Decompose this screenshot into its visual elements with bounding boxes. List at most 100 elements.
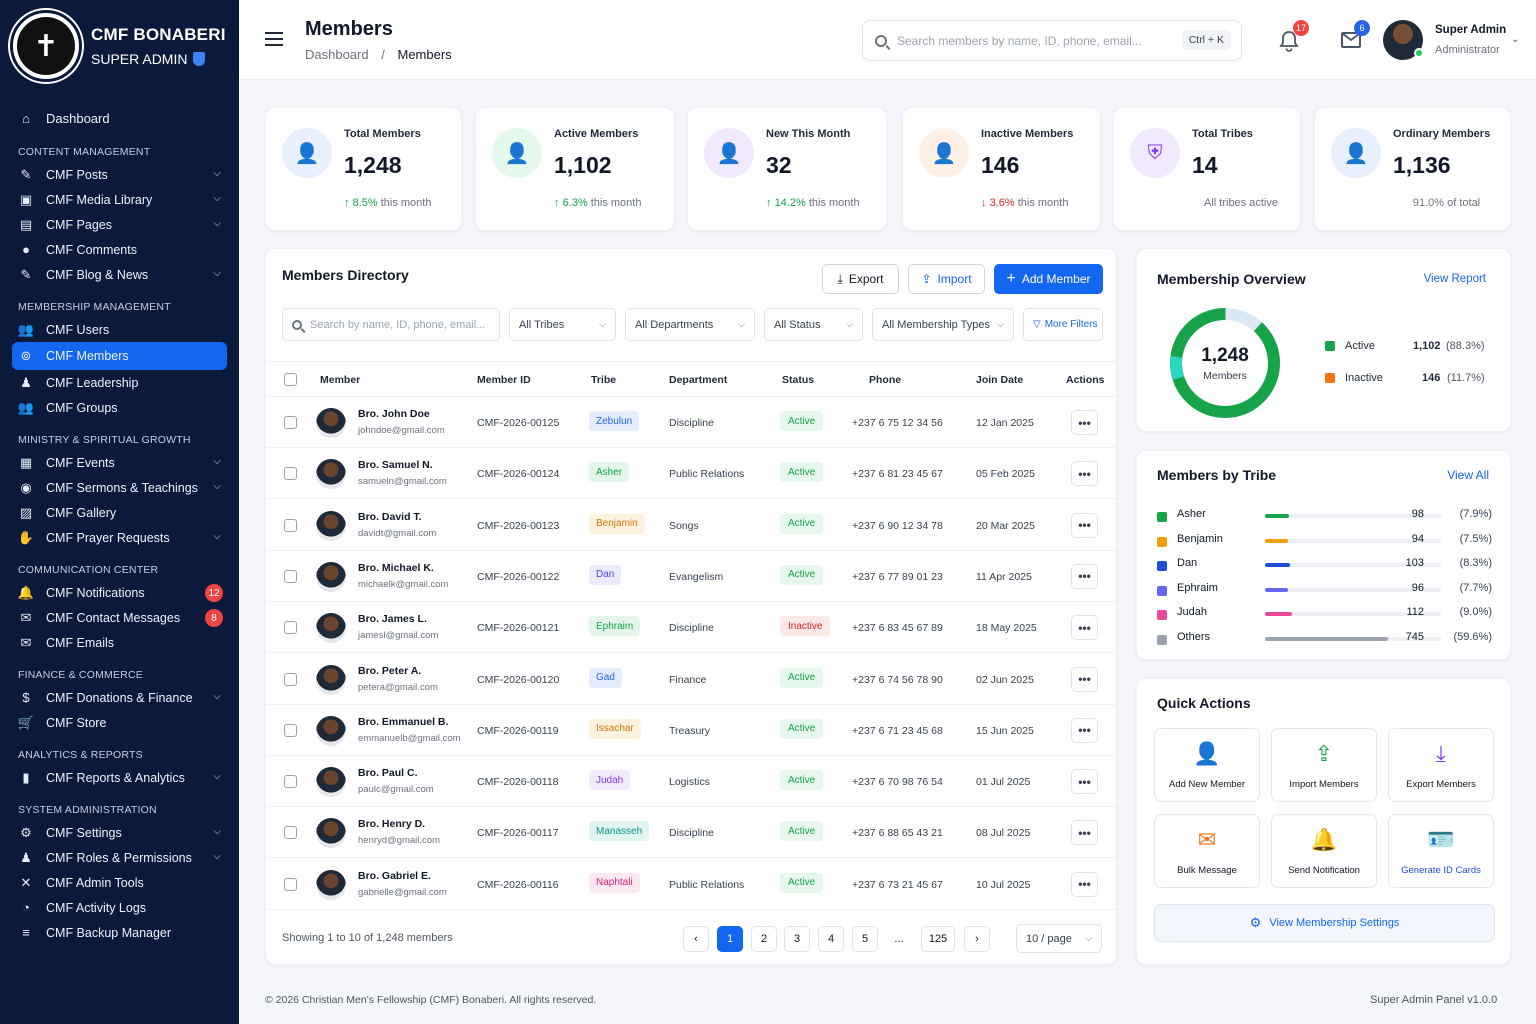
sidebar-item-cmf-backup-manager[interactable]: ≡ CMF Backup Manager xyxy=(0,920,239,945)
table-row[interactable]: Bro. Samuel N. samueln@gmail.com CMF-2026-… xyxy=(266,448,1116,500)
chevron-down-icon[interactable]: ⌵ xyxy=(213,268,221,279)
row-checkbox[interactable] xyxy=(284,569,297,583)
member-name[interactable]: Bro. Michael K. xyxy=(358,561,434,574)
col-status[interactable]: Status xyxy=(782,374,815,386)
pagination-next-button[interactable]: › xyxy=(964,926,990,952)
messages-envelope-icon[interactable] xyxy=(1341,32,1361,48)
sidebar-item-cmf-comments[interactable]: ● CMF Comments xyxy=(0,237,239,262)
chevron-down-icon[interactable]: ⌄ xyxy=(1511,34,1520,45)
add-member-button[interactable]: + Add Member xyxy=(994,264,1103,294)
chevron-down-icon[interactable]: ⌵ xyxy=(213,456,221,467)
pagination-prev-button[interactable]: ‹ xyxy=(683,926,709,952)
table-row[interactable]: Bro. John Doe johndoe@gmail.com CMF-2026-0… xyxy=(266,397,1116,448)
col-member-id[interactable]: Member ID xyxy=(477,374,531,386)
sidebar-item-cmf-events[interactable]: ▦ CMF Events ⌵ xyxy=(0,450,239,475)
member-name[interactable]: Bro. Samuel N. xyxy=(358,459,433,472)
row-checkbox[interactable] xyxy=(284,826,297,840)
row-actions-button[interactable]: ••• xyxy=(1071,666,1098,692)
sidebar-item-cmf-contact-messages[interactable]: ✉ CMF Contact Messages 8 xyxy=(0,605,239,630)
notification-bell-icon[interactable] xyxy=(1279,30,1299,52)
sidebar-item-cmf-leadership[interactable]: ♟ CMF Leadership xyxy=(0,370,239,395)
row-actions-button[interactable]: ••• xyxy=(1071,820,1098,846)
sidebar-item-cmf-settings[interactable]: ⚙ CMF Settings ⌵ xyxy=(0,820,239,845)
pagination-page-2[interactable]: 2 xyxy=(751,926,777,952)
chevron-down-icon[interactable]: ⌵ xyxy=(213,218,221,229)
user-name[interactable]: Super Admin xyxy=(1435,24,1507,36)
sidebar-item-cmf-media-library[interactable]: ▣ CMF Media Library ⌵ xyxy=(0,187,239,212)
chevron-down-icon[interactable]: ⌵ xyxy=(213,481,221,492)
table-row[interactable]: Bro. Michael K. michaelk@gmail.com CMF-202… xyxy=(266,551,1116,602)
row-actions-button[interactable]: ••• xyxy=(1071,563,1098,589)
sidebar-item-cmf-roles-permissions[interactable]: ♟ CMF Roles & Permissions ⌵ xyxy=(0,845,239,870)
select-all-checkbox[interactable] xyxy=(284,373,297,386)
row-actions-button[interactable]: ••• xyxy=(1071,461,1098,487)
member-name[interactable]: Bro. John Doe xyxy=(358,408,430,420)
member-name[interactable]: Bro. Peter A. xyxy=(358,664,422,677)
more-filters-button[interactable]: ▽ More Filters xyxy=(1023,308,1103,341)
row-actions-button[interactable]: ••• xyxy=(1071,769,1098,795)
departments-filter[interactable]: All Departments ⌵ xyxy=(625,308,755,341)
pagination-page-3[interactable]: 3 xyxy=(784,926,810,952)
pagination-page-4[interactable]: 4 xyxy=(818,926,844,952)
col-department[interactable]: Department xyxy=(669,374,728,386)
row-checkbox[interactable] xyxy=(284,877,297,891)
sidebar-item-cmf-store[interactable]: 🛒 CMF Store xyxy=(0,710,239,735)
row-checkbox[interactable] xyxy=(284,672,297,686)
quick-action-generate-id-cards[interactable]: 🪪 Generate ID Cards xyxy=(1388,814,1494,888)
row-checkbox[interactable] xyxy=(284,467,297,481)
view-membership-settings-button[interactable]: ⚙ View Membership Settings xyxy=(1154,904,1495,942)
breadcrumb-home[interactable]: Dashboard xyxy=(305,47,369,62)
sidebar-item-cmf-posts[interactable]: ✎ CMF Posts ⌵ xyxy=(0,162,239,187)
sidebar-item-cmf-reports-analytics[interactable]: ▮ CMF Reports & Analytics ⌵ xyxy=(0,765,239,790)
chevron-down-icon[interactable]: ⌵ xyxy=(213,691,221,702)
quick-action-export-members[interactable]: ⤓ Export Members xyxy=(1388,728,1494,802)
chevron-down-icon[interactable]: ⌵ xyxy=(213,851,221,862)
sidebar-item-cmf-notifications[interactable]: 🔔 CMF Notifications 12 xyxy=(0,580,239,605)
member-name[interactable]: Bro. James L. xyxy=(358,613,427,626)
member-name[interactable]: Bro. David T. xyxy=(358,510,422,523)
row-actions-button[interactable]: ••• xyxy=(1071,512,1098,538)
sidebar-item-cmf-gallery[interactable]: ▨ CMF Gallery xyxy=(0,500,239,525)
chevron-down-icon[interactable]: ⌵ xyxy=(213,193,221,204)
col-tribe[interactable]: Tribe xyxy=(591,374,617,386)
member-name[interactable]: Bro. Gabriel E. xyxy=(358,869,431,882)
pagination-page-125[interactable]: 125 xyxy=(921,926,955,952)
sidebar-item-cmf-prayer-requests[interactable]: ✋ CMF Prayer Requests ⌵ xyxy=(0,525,239,550)
row-actions-button[interactable]: ••• xyxy=(1071,410,1098,435)
sidebar-item-cmf-members[interactable]: ⊚ CMF Members xyxy=(12,342,227,370)
member-name[interactable]: Bro. Paul C. xyxy=(358,767,418,780)
chevron-down-icon[interactable]: ⌵ xyxy=(213,531,221,542)
menu-toggle-icon[interactable] xyxy=(265,32,283,46)
row-checkbox[interactable] xyxy=(284,775,297,789)
sidebar-item-cmf-groups[interactable]: 👥 CMF Groups xyxy=(0,395,239,420)
col-member[interactable]: Member xyxy=(320,374,361,386)
table-row[interactable]: Bro. Peter A. petera@gmail.com CMF-2026-00… xyxy=(266,654,1116,705)
sidebar-item-cmf-activity-logs[interactable]: ◔ CMF Activity Logs xyxy=(0,895,239,920)
view-all-tribes-link[interactable]: View All xyxy=(1447,468,1489,482)
pagination-page-5[interactable]: 5 xyxy=(852,926,878,952)
row-actions-button[interactable]: ••• xyxy=(1071,615,1098,641)
quick-action-add-new-member[interactable]: 👤 Add New Member xyxy=(1154,728,1260,802)
quick-action-bulk-message[interactable]: ✉ Bulk Message xyxy=(1154,814,1260,888)
sidebar-item-cmf-users[interactable]: 👥 CMF Users xyxy=(0,317,239,342)
col-phone[interactable]: Phone xyxy=(869,374,902,386)
table-row[interactable]: Bro. Emmanuel B. emmanuelb@gmail.com CMF-2… xyxy=(266,705,1116,756)
row-checkbox[interactable] xyxy=(284,621,297,635)
table-row[interactable]: Bro. David T. davidt@gmail.com CMF-2026-00… xyxy=(266,500,1116,551)
table-row[interactable]: Bro. Henry D. henryd@gmail.com CMF-2026-00… xyxy=(266,807,1116,859)
view-report-link[interactable]: View Report xyxy=(1423,273,1486,285)
quick-action-import-members[interactable]: ⇪ Import Members xyxy=(1271,728,1377,802)
sidebar-item-cmf-sermons-teachings[interactable]: ◉ CMF Sermons & Teachings ⌵ xyxy=(0,475,239,500)
row-actions-button[interactable]: ••• xyxy=(1071,717,1098,743)
table-row[interactable]: Bro. Gabriel E. gabrielle@gmail.com CMF-20… xyxy=(266,859,1116,910)
chevron-down-icon[interactable]: ⌵ xyxy=(213,168,221,179)
status-filter[interactable]: All Status ⌵ xyxy=(764,308,863,341)
pagination-page-1[interactable]: 1 xyxy=(717,926,743,952)
sidebar-item-cmf-pages[interactable]: ▤ CMF Pages ⌵ xyxy=(0,212,239,237)
col-join-date[interactable]: Join Date xyxy=(976,374,1024,386)
sidebar-item-cmf-admin-tools[interactable]: ✕ CMF Admin Tools xyxy=(0,870,239,895)
row-checkbox[interactable] xyxy=(284,518,297,532)
directory-search-input[interactable]: Search by name, ID, phone, email... xyxy=(282,308,500,341)
member-name[interactable]: Bro. Emmanuel B. xyxy=(358,715,449,728)
chevron-down-icon[interactable]: ⌵ xyxy=(213,826,221,837)
